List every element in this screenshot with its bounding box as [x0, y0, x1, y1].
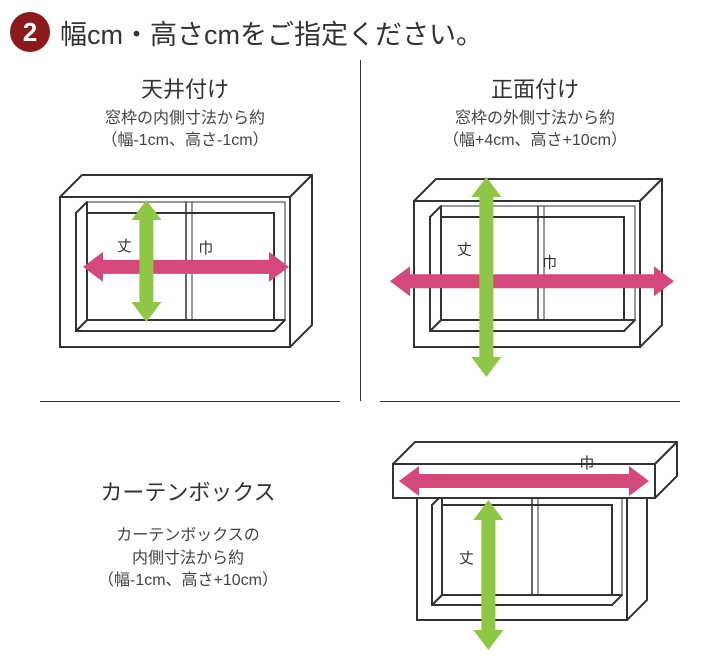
- panel-front: 正面付け 窓枠の外側寸法から約 （幅+4cm、高さ+10cm） 丈巾: [360, 60, 710, 401]
- page-title: 幅cm・高さcmをご指定ください。: [60, 13, 483, 52]
- panel-ceiling-title: 天井付け: [18, 72, 352, 104]
- text-line: 内側寸法から約: [132, 550, 244, 567]
- panel-front-figure: 丈巾: [368, 163, 702, 383]
- bottom-row: カーテンボックス カーテンボックスの 内側寸法から約 （幅-1cm、高さ+10c…: [10, 402, 710, 664]
- text-line: （幅-1cm、高さ-1cm）: [101, 132, 268, 149]
- svg-text:巾: 巾: [198, 240, 213, 257]
- panel-box: カーテンボックス カーテンボックスの 内側寸法から約 （幅-1cm、高さ+10c…: [10, 402, 710, 664]
- panel-box-title: カーテンボックス: [16, 475, 360, 507]
- panel-front-title: 正面付け: [368, 72, 702, 104]
- panel-box-figure: 巾丈: [360, 424, 704, 654]
- panel-ceiling-figure: 丈巾: [18, 163, 352, 363]
- text-line: 窓枠の外側寸法から約: [455, 110, 615, 127]
- panel-front-desc: 窓枠の外側寸法から約 （幅+4cm、高さ+10cm）: [368, 108, 702, 153]
- header: 2 幅cm・高さcmをご指定ください。: [0, 0, 720, 60]
- text-line: カーテンボックスの: [116, 527, 260, 544]
- panel-ceiling-desc: 窓枠の内側寸法から約 （幅-1cm、高さ-1cm）: [18, 108, 352, 153]
- panel-ceiling: 天井付け 窓枠の内側寸法から約 （幅-1cm、高さ-1cm） 丈巾: [10, 60, 360, 401]
- step-badge: 2: [10, 12, 50, 52]
- panels-grid: 天井付け 窓枠の内側寸法から約 （幅-1cm、高さ-1cm） 丈巾 正面付け 窓…: [10, 60, 710, 664]
- svg-text:丈: 丈: [459, 550, 474, 567]
- svg-text:巾: 巾: [579, 455, 594, 472]
- svg-text:巾: 巾: [542, 254, 557, 271]
- top-row: 天井付け 窓枠の内側寸法から約 （幅-1cm、高さ-1cm） 丈巾 正面付け 窓…: [10, 60, 710, 401]
- text-line: 窓枠の内側寸法から約: [105, 110, 265, 127]
- svg-text:丈: 丈: [117, 238, 132, 255]
- text-line: （幅+4cm、高さ+10cm）: [443, 132, 627, 149]
- panel-box-desc: カーテンボックスの 内側寸法から約 （幅-1cm、高さ+10cm）: [16, 525, 360, 592]
- text-line: （幅-1cm、高さ+10cm）: [98, 572, 278, 589]
- svg-text:丈: 丈: [457, 241, 472, 258]
